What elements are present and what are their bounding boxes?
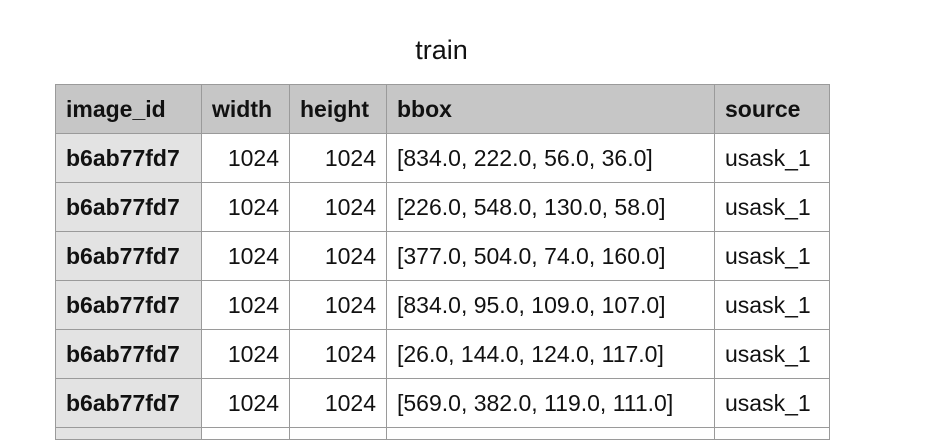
cell-width: 1024 bbox=[201, 231, 290, 281]
cell-source: usask_1 bbox=[714, 231, 830, 281]
table-row[interactable]: b6ab77fd7 1024 1024 [569.0, 382.0, 119.0… bbox=[55, 378, 830, 428]
cell-width-partial bbox=[201, 427, 290, 440]
cell-source: usask_1 bbox=[714, 182, 830, 232]
header-row: image_id width height bbox source bbox=[55, 84, 830, 134]
cell-image-id-partial bbox=[55, 427, 202, 440]
table-row[interactable]: b6ab77fd7 1024 1024 [834.0, 222.0, 56.0,… bbox=[55, 133, 830, 183]
table-row[interactable]: b6ab77fd7 1024 1024 [834.0, 95.0, 109.0,… bbox=[55, 280, 830, 330]
cell-height: 1024 bbox=[289, 231, 387, 281]
cell-width: 1024 bbox=[201, 280, 290, 330]
cell-width: 1024 bbox=[201, 329, 290, 379]
cell-width: 1024 bbox=[201, 182, 290, 232]
cell-image-id: b6ab77fd7 bbox=[55, 329, 202, 379]
cell-source: usask_1 bbox=[714, 280, 830, 330]
table-body: b6ab77fd7 1024 1024 [834.0, 222.0, 56.0,… bbox=[55, 133, 830, 440]
cell-image-id: b6ab77fd7 bbox=[55, 231, 202, 281]
column-header-bbox[interactable]: bbox bbox=[386, 84, 715, 134]
cell-height: 1024 bbox=[289, 329, 387, 379]
column-header-height[interactable]: height bbox=[289, 84, 387, 134]
cell-image-id: b6ab77fd7 bbox=[55, 378, 202, 428]
table-row-partial bbox=[55, 427, 830, 440]
cell-source: usask_1 bbox=[714, 329, 830, 379]
cell-bbox-partial bbox=[386, 427, 715, 440]
column-header-width[interactable]: width bbox=[201, 84, 290, 134]
cell-image-id: b6ab77fd7 bbox=[55, 182, 202, 232]
cell-bbox: [834.0, 95.0, 109.0, 107.0] bbox=[386, 280, 715, 330]
table-row[interactable]: b6ab77fd7 1024 1024 [226.0, 548.0, 130.0… bbox=[55, 182, 830, 232]
cell-image-id: b6ab77fd7 bbox=[55, 133, 202, 183]
cell-width: 1024 bbox=[201, 133, 290, 183]
cell-bbox: [26.0, 144.0, 124.0, 117.0] bbox=[386, 329, 715, 379]
cell-height: 1024 bbox=[289, 182, 387, 232]
cell-height: 1024 bbox=[289, 378, 387, 428]
cell-source: usask_1 bbox=[714, 133, 830, 183]
column-header-source[interactable]: source bbox=[714, 84, 830, 134]
table-title: train bbox=[415, 35, 468, 65]
column-header-image-id[interactable]: image_id bbox=[55, 84, 202, 134]
table-row[interactable]: b6ab77fd7 1024 1024 [26.0, 144.0, 124.0,… bbox=[55, 329, 830, 379]
cell-bbox: [834.0, 222.0, 56.0, 36.0] bbox=[386, 133, 715, 183]
cell-height: 1024 bbox=[289, 280, 387, 330]
cell-width: 1024 bbox=[201, 378, 290, 428]
table-row[interactable]: b6ab77fd7 1024 1024 [377.0, 504.0, 74.0,… bbox=[55, 231, 830, 281]
cell-bbox: [226.0, 548.0, 130.0, 58.0] bbox=[386, 182, 715, 232]
cell-image-id: b6ab77fd7 bbox=[55, 280, 202, 330]
data-table: image_id width height bbox source b6ab77… bbox=[55, 84, 830, 440]
cell-bbox: [377.0, 504.0, 74.0, 160.0] bbox=[386, 231, 715, 281]
cell-source-partial bbox=[714, 427, 830, 440]
cell-source: usask_1 bbox=[714, 378, 830, 428]
cell-height-partial bbox=[289, 427, 387, 440]
cell-bbox: [569.0, 382.0, 119.0, 111.0] bbox=[386, 378, 715, 428]
cell-height: 1024 bbox=[289, 133, 387, 183]
table-header: image_id width height bbox source bbox=[55, 84, 830, 134]
